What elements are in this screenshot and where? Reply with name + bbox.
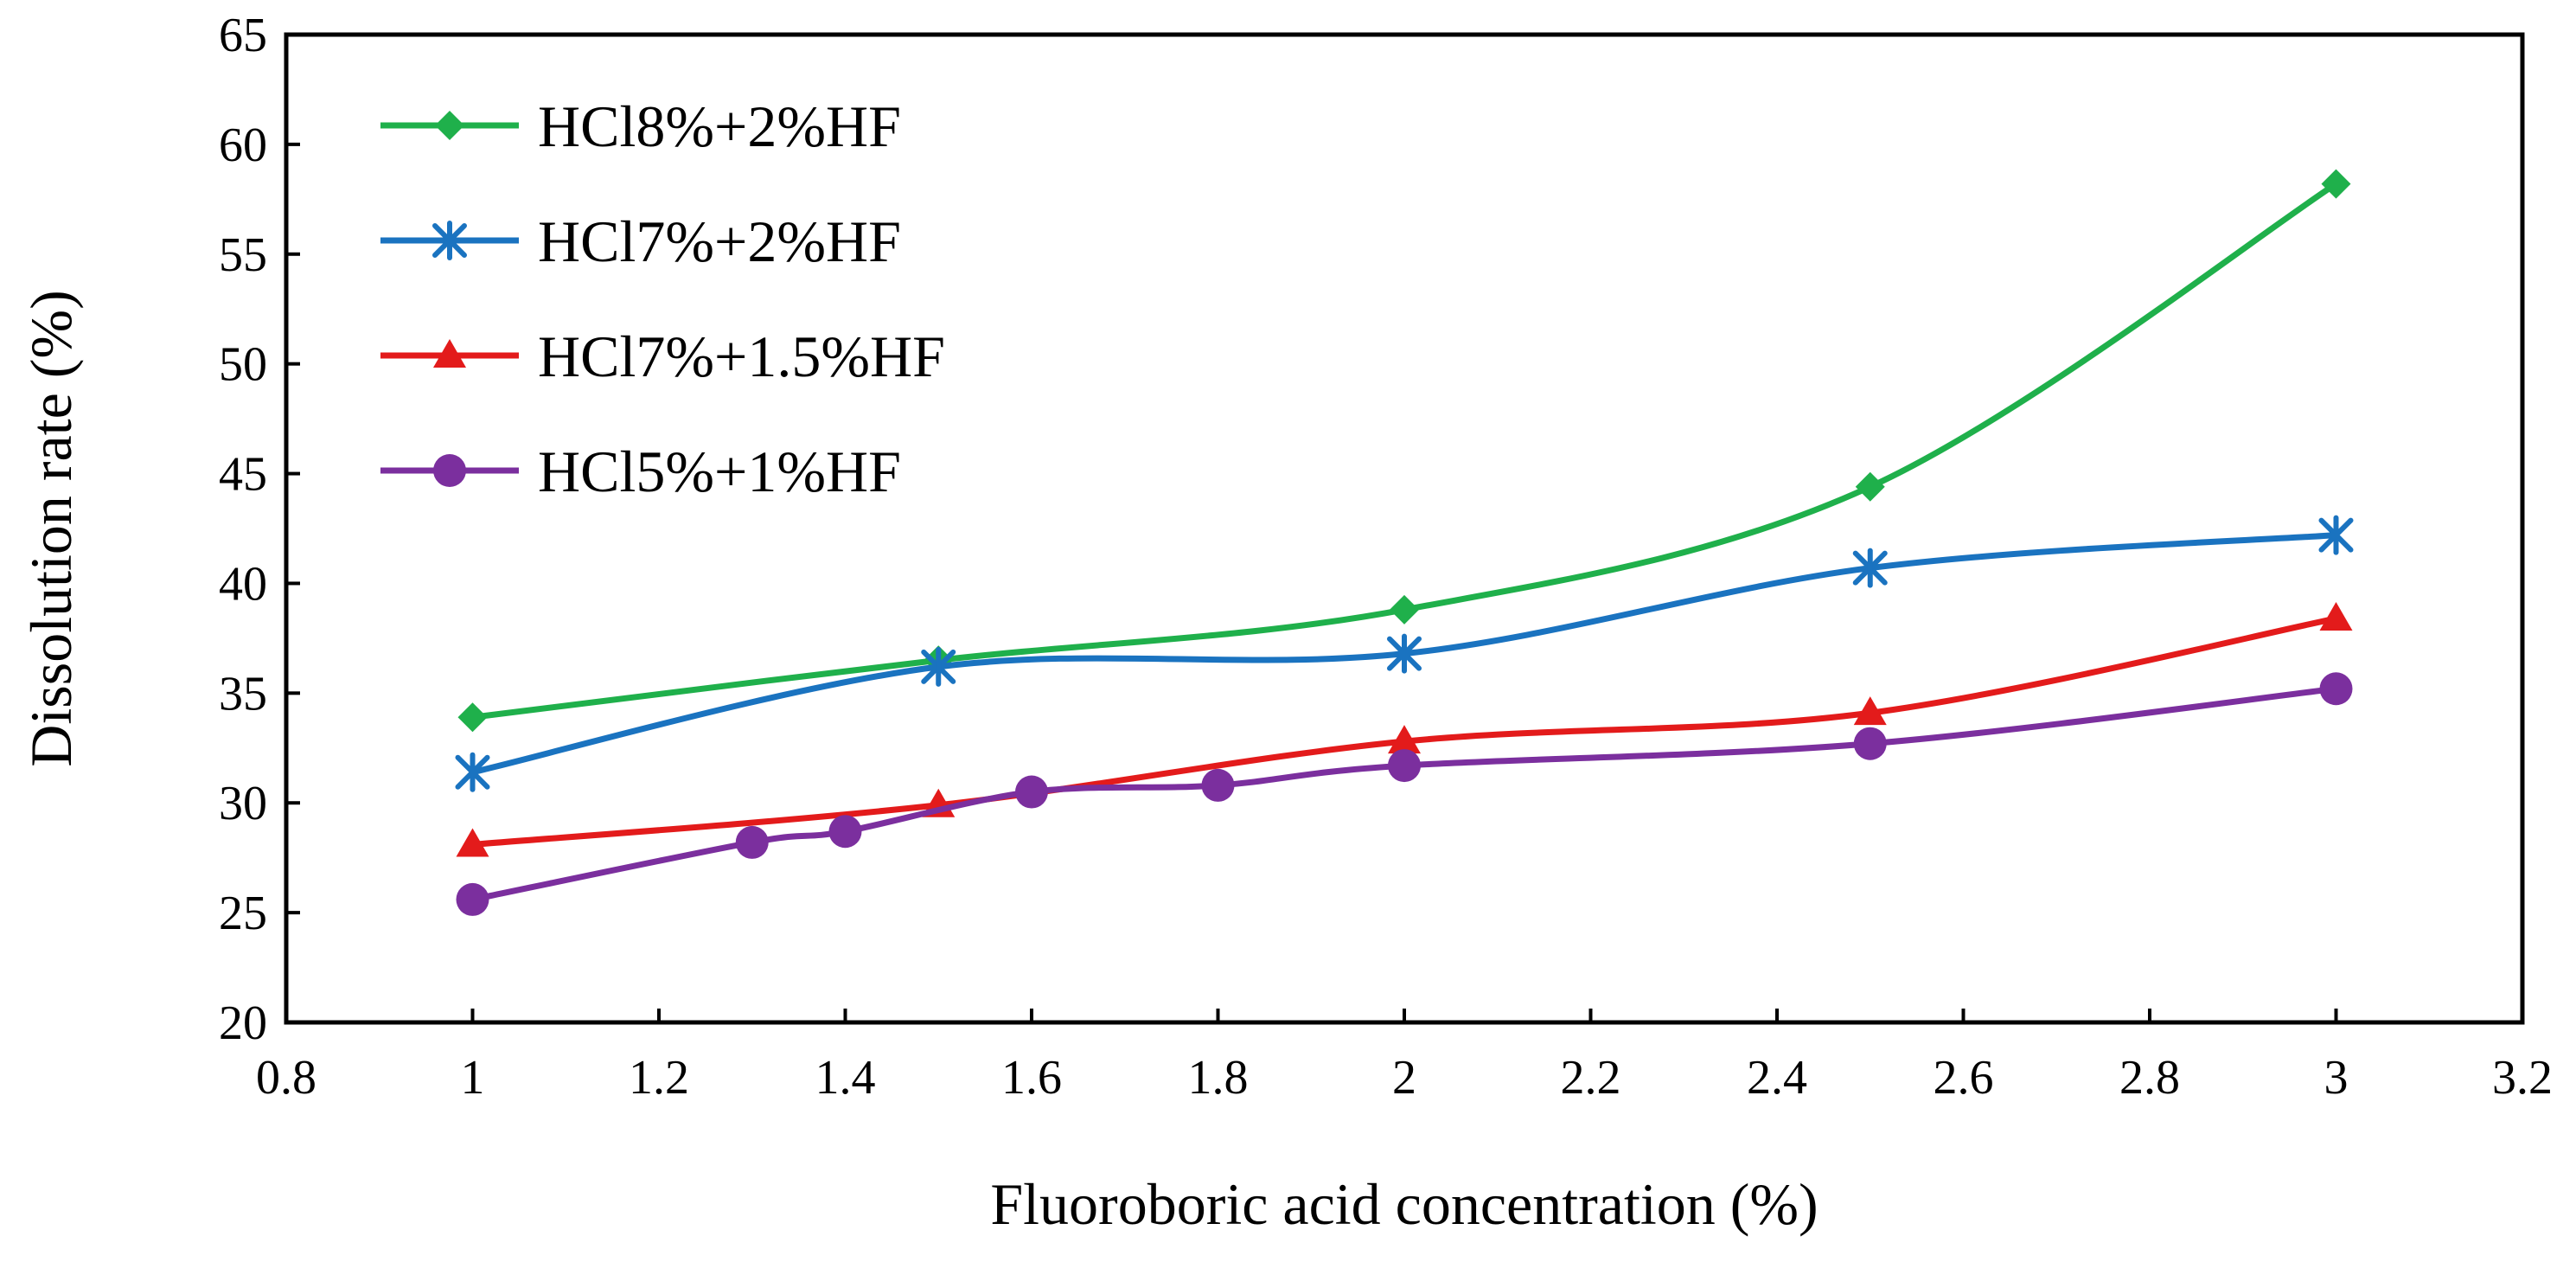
- x-tick-label: 3.2: [2492, 1051, 2553, 1105]
- y-tick-label: 20: [219, 996, 267, 1050]
- data-point: [456, 882, 489, 916]
- data-point: [828, 815, 862, 849]
- data-point: [1855, 471, 1885, 502]
- data-point: [1388, 725, 1421, 754]
- legend-item: HCl5%+1%HF: [380, 439, 901, 504]
- series-layer: [455, 169, 2354, 916]
- data-point: [1387, 633, 1422, 674]
- data-point: [457, 702, 488, 733]
- data-point: [2321, 169, 2351, 199]
- y-axis-title: Dissolution rate (%): [18, 290, 84, 766]
- x-tick-label: 1.6: [1001, 1051, 1062, 1105]
- x-tick-label: 2.2: [1561, 1051, 1621, 1105]
- x-tick-label: 2.8: [2119, 1051, 2180, 1105]
- legend-marker: [432, 221, 467, 260]
- legend-label: HCl7%+1.5%HF: [538, 324, 945, 389]
- y-axis: 20 25 30 35 40 45 50 55 60 65: [219, 9, 300, 1050]
- y-tick-label: 60: [219, 119, 267, 172]
- data-point: [2318, 515, 2354, 555]
- data-point: [1852, 548, 1888, 588]
- data-point: [1015, 775, 1048, 809]
- legend-item: HCl7%+1.5%HF: [380, 324, 945, 389]
- data-point: [2319, 602, 2353, 631]
- x-tick-label: 1.2: [629, 1051, 689, 1105]
- legend-marker: [435, 111, 464, 140]
- x-tick-label: 2.6: [1934, 1051, 1994, 1105]
- legend-label: HCl5%+1%HF: [538, 439, 901, 504]
- legend-item: HCl8%+2%HF: [380, 93, 901, 159]
- data-point: [455, 752, 490, 792]
- data-point: [456, 828, 489, 857]
- y-tick-label: 30: [219, 777, 267, 830]
- y-tick-label: 65: [219, 9, 267, 62]
- plot-frame: [284, 32, 2525, 1025]
- x-tick-label: 1.8: [1188, 1051, 1249, 1105]
- series-2: [455, 515, 2354, 792]
- x-axis-title: Fluoroboric acid concentration (%): [990, 1171, 1818, 1237]
- x-tick-label: 2: [1392, 1051, 1416, 1105]
- x-axis: 0.8 1 1.2 1.4 1.6 1.8 2 2.2 2.4 2.6 2.8 3 3.2: [256, 1009, 2553, 1105]
- legend-marker: [433, 339, 466, 368]
- data-point: [921, 646, 956, 687]
- legend-label: HCl7%+2%HF: [538, 208, 901, 274]
- x-tick-label: 0.8: [256, 1051, 316, 1105]
- legend-item: HCl7%+2%HF: [380, 208, 901, 274]
- y-tick-label: 50: [219, 338, 267, 392]
- y-tick-label: 45: [219, 448, 267, 502]
- y-tick-label: 35: [219, 667, 267, 721]
- y-tick-label: 40: [219, 557, 267, 611]
- x-tick-label: 1: [461, 1051, 485, 1105]
- x-tick-label: 2.4: [1747, 1051, 1807, 1105]
- x-tick-label: 1.4: [815, 1051, 876, 1105]
- data-point: [1388, 749, 1421, 783]
- legend: HCl8%+2%HF HCl7%+2%HF HCl7%+1.5%HF HCl5%+1%…: [380, 93, 945, 504]
- x-tick-label: 3: [2324, 1051, 2349, 1105]
- legend-marker: [433, 454, 466, 487]
- data-point: [1201, 768, 1235, 802]
- data-point: [1853, 696, 1887, 726]
- data-point: [735, 825, 769, 859]
- series-4: [456, 672, 2353, 916]
- data-point: [1853, 727, 1887, 760]
- series-3: [456, 602, 2353, 857]
- y-tick-label: 55: [219, 228, 267, 282]
- series-line: [471, 685, 2336, 903]
- plot-area: [284, 32, 2525, 1025]
- legend-label: HCl8%+2%HF: [538, 93, 901, 159]
- data-point: [2319, 672, 2353, 706]
- data-point: [1390, 594, 1419, 625]
- y-tick-label: 25: [219, 887, 267, 940]
